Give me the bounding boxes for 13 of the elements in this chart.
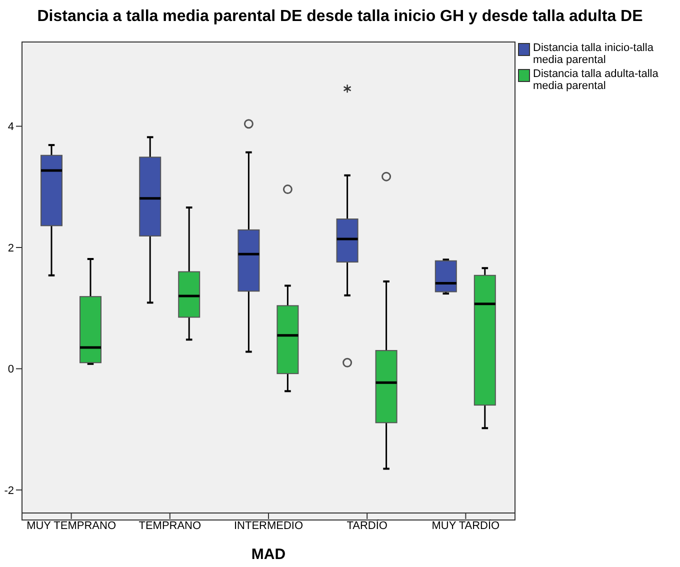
x-tick-label: INTERMEDIO	[234, 520, 304, 532]
x-axis-title: MAD	[251, 546, 286, 563]
x-tick-label: TARDÍO	[346, 518, 388, 532]
y-tick-label: -2	[4, 484, 14, 497]
x-tick-label: MUY TEMPRANO	[26, 520, 116, 532]
x-tick-label: MUY TARDÍO	[432, 518, 500, 532]
y-tick-label: 4	[8, 121, 14, 134]
legend-label: Distancia talla inicio-talla media parental	[533, 42, 654, 66]
legend-label: Distancia talla adulta-talla media parental	[533, 68, 660, 92]
x-tick-label: TEMPRANO	[138, 520, 202, 532]
y-tick-label: 0	[8, 364, 14, 376]
y-tick-label: 2	[8, 242, 14, 254]
chart-title: Distancia a talla media parental DE desde talla inicio GH y desde talla adulta DE	[36, 8, 644, 26]
